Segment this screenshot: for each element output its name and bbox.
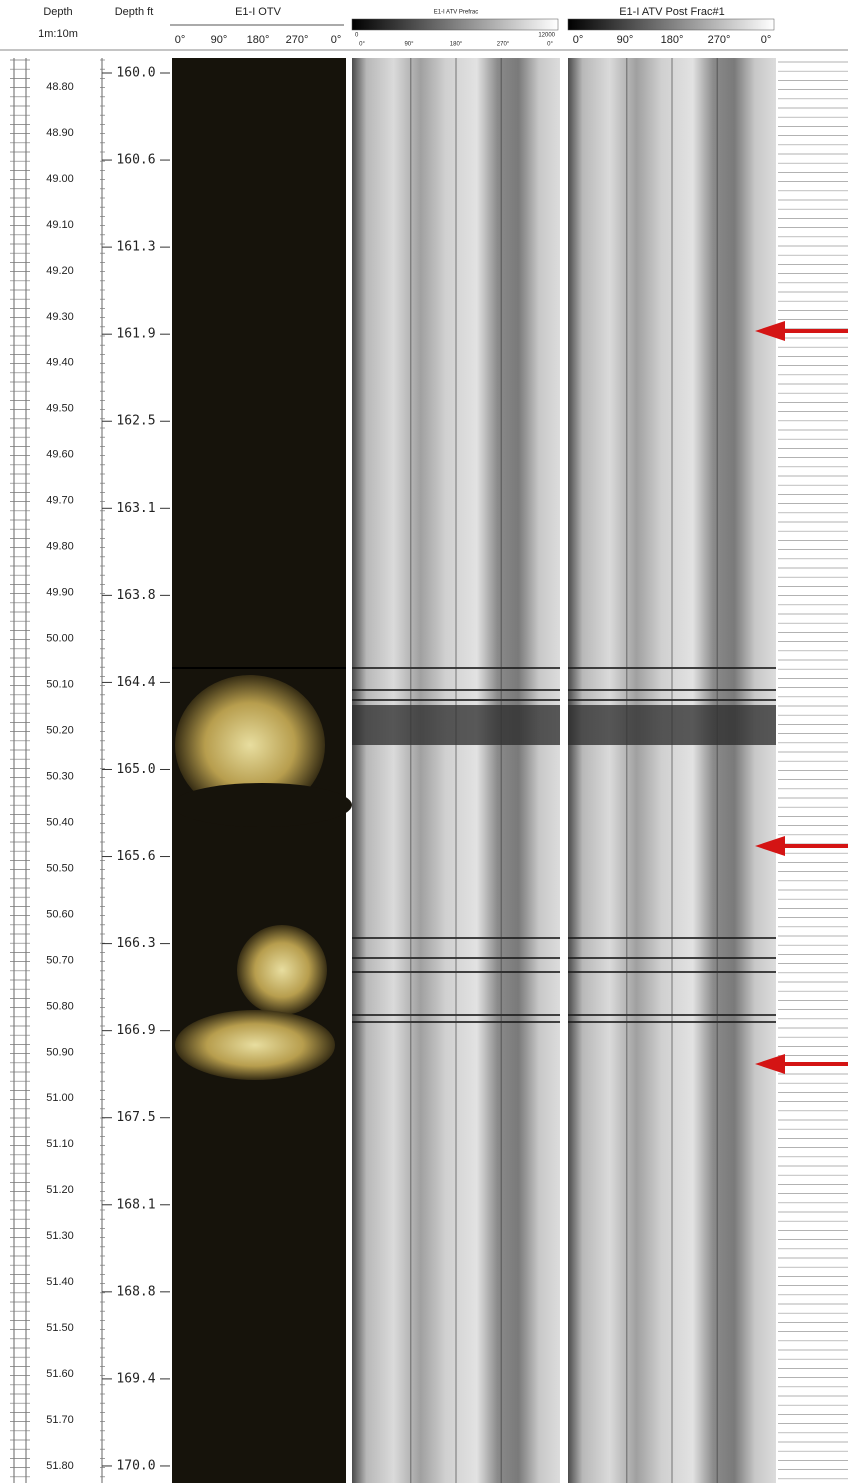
depth-m-label: 51.50 xyxy=(46,1322,74,1334)
depth-m-label: 49.20 xyxy=(46,265,74,277)
azimuth-label: 180° xyxy=(247,34,270,46)
depth-m-label: 49.10 xyxy=(46,219,74,231)
depth-m-label: 50.00 xyxy=(46,633,74,645)
otv-bright-zone xyxy=(175,1010,335,1080)
depth-ft-label: 161.3 xyxy=(116,240,155,255)
depth-ft-label: 160.0 xyxy=(116,66,155,81)
scale-bar xyxy=(568,19,774,30)
depth-m-label: 50.90 xyxy=(46,1046,74,1058)
azimuth-label: 0° xyxy=(331,34,342,46)
depth-m-label: 50.60 xyxy=(46,908,74,920)
depth-ft-label: 167.5 xyxy=(116,1110,155,1125)
depth-m-label: 51.80 xyxy=(46,1460,74,1472)
scale-bar xyxy=(352,19,558,30)
depth-ft-label: 170.0 xyxy=(116,1458,155,1473)
depth-m-label: 51.40 xyxy=(46,1276,74,1288)
depth-ft-label: 165.0 xyxy=(116,762,155,777)
depth-m-label: 51.10 xyxy=(46,1138,74,1150)
track-title: E1-I ATV Post Frac#1 xyxy=(619,6,725,18)
depth-ft-label: 168.8 xyxy=(116,1284,155,1299)
depth-m-label: 50.70 xyxy=(46,954,74,966)
azimuth-label: 90° xyxy=(404,42,414,48)
header-title: Depth ft xyxy=(115,6,154,18)
track-title: E1-I ATV Prefrac xyxy=(434,10,479,16)
azimuth-label: 270° xyxy=(286,34,309,46)
depth-ft-label: 163.8 xyxy=(116,588,155,603)
depth-m-label: 51.00 xyxy=(46,1092,74,1104)
depth-ft-label: 169.4 xyxy=(116,1371,155,1386)
depth-ft-label: 161.9 xyxy=(116,327,155,342)
depth-m-label: 50.40 xyxy=(46,816,74,828)
depth-ft-label: 165.6 xyxy=(116,849,155,864)
depth-m-label: 51.20 xyxy=(46,1184,74,1196)
depth-m-label: 51.70 xyxy=(46,1414,74,1426)
azimuth-label: 0° xyxy=(573,34,584,46)
depth-ft-label: 163.1 xyxy=(116,501,155,516)
depth-m-label: 50.50 xyxy=(46,862,74,874)
azimuth-label: 180° xyxy=(661,34,684,46)
depth-m-label: 49.40 xyxy=(46,357,74,369)
depth-ft-label: 164.4 xyxy=(116,675,155,690)
depth-m-label: 50.10 xyxy=(46,679,74,691)
depth-ft-label: 160.6 xyxy=(116,153,155,168)
depth-ft-label: 168.1 xyxy=(116,1197,155,1212)
track-title: E1-I OTV xyxy=(235,6,282,18)
azimuth-label: 0° xyxy=(761,34,772,46)
depth-m-label: 48.80 xyxy=(46,81,74,93)
azimuth-label: 0° xyxy=(359,42,365,48)
azimuth-label: 270° xyxy=(497,42,510,48)
depth-m-label: 51.60 xyxy=(46,1368,74,1380)
depth-m-label: 50.30 xyxy=(46,770,74,782)
depth-ft-label: 162.5 xyxy=(116,414,155,429)
azimuth-label: 90° xyxy=(617,34,634,46)
depth-m-label: 49.30 xyxy=(46,311,74,323)
azimuth-label: 180° xyxy=(450,42,463,48)
well-log: Depth 1m:10m Depth ft E1-I OTV 0° 90° 180° 270°… xyxy=(0,0,848,1483)
depth-m-label: 51.30 xyxy=(46,1230,74,1242)
depth-m-label: 49.70 xyxy=(46,495,74,507)
depth-m-label: 50.80 xyxy=(46,1000,74,1012)
depth-m-label: 49.80 xyxy=(46,541,74,553)
scale-min: 0 xyxy=(355,33,359,39)
depth-ft-label: 166.9 xyxy=(116,1023,155,1038)
depth-m-label: 49.60 xyxy=(46,449,74,461)
otv-dark-band xyxy=(172,783,352,827)
depth-m-label: 49.00 xyxy=(46,173,74,185)
depth-m-label: 48.90 xyxy=(46,127,74,139)
header-scale: 1m:10m xyxy=(38,28,78,40)
azimuth-label: 90° xyxy=(211,34,228,46)
azimuth-label: 270° xyxy=(708,34,731,46)
scale-max: 12000 xyxy=(538,33,555,39)
depth-m-label: 50.20 xyxy=(46,724,74,736)
depth-ft-label: 166.3 xyxy=(116,936,155,951)
azimuth-label: 0° xyxy=(175,34,186,46)
otv-bright-zone xyxy=(237,925,327,1015)
depth-m-label: 49.50 xyxy=(46,403,74,415)
azimuth-label: 0° xyxy=(547,42,553,48)
depth-m-label: 49.90 xyxy=(46,587,74,599)
header-title: Depth xyxy=(43,6,72,18)
